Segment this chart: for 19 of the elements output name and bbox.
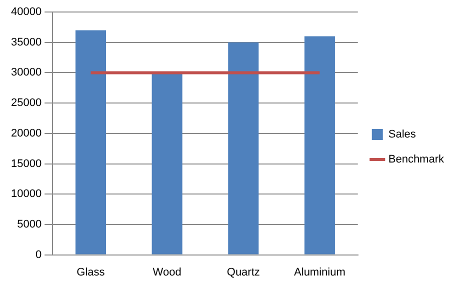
legend-label: Sales <box>388 128 416 141</box>
bar <box>228 42 259 254</box>
bar <box>304 36 335 254</box>
bar <box>152 72 182 254</box>
y-tick-label: 0 <box>35 248 42 261</box>
y-tick-label: 40000 <box>10 6 42 18</box>
bar <box>75 30 106 254</box>
y-tick-label: 15000 <box>10 158 42 170</box>
y-tick-label: 5000 <box>17 218 42 230</box>
y-tick-label: 20000 <box>10 127 42 140</box>
y-tick-label: 30000 <box>10 66 42 79</box>
x-tick-label: Aluminium <box>294 266 346 278</box>
y-tick-label: 35000 <box>10 36 42 48</box>
legend-label: Benchmark <box>388 154 444 166</box>
y-tick-label: 10000 <box>10 188 42 200</box>
x-tick-label: Wood <box>152 266 182 278</box>
x-tick-label: Glass <box>76 266 106 278</box>
x-tick-label: Quartz <box>226 266 260 278</box>
y-tick-label: 25000 <box>10 97 42 110</box>
